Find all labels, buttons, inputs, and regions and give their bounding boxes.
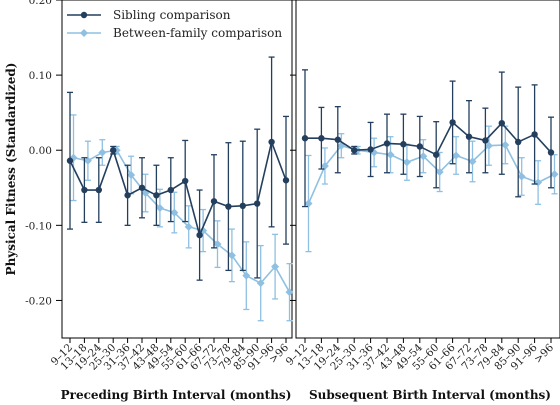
y-axis-title: Physical Fitness (Standardized) (4, 63, 18, 276)
data-point-sibling (167, 186, 174, 194)
data-point-between-family (550, 170, 559, 179)
data-point-between-family (386, 150, 395, 159)
data-point-sibling (282, 177, 290, 184)
data-point-sibling (182, 177, 189, 185)
legend-sibling-label: Sibling comparison (113, 8, 231, 22)
x-tick-label: >96 (532, 341, 556, 365)
y-tick-label: 0.20 (29, 0, 52, 7)
legend-between-marker (80, 29, 88, 37)
data-point-between-family (83, 156, 92, 165)
data-point-between-family (320, 161, 329, 170)
series-line-sibling (69, 139, 287, 238)
series-line-sibling (305, 121, 552, 156)
data-point-between-family (419, 152, 428, 161)
y-tick-label: -0.20 (25, 295, 52, 307)
data-point-sibling (334, 136, 341, 143)
data-point-between-family (534, 178, 543, 187)
data-point-sibling (400, 141, 407, 148)
y-tick-label: 0.00 (29, 145, 52, 157)
legend: Sibling comparison Between-family compar… (67, 8, 282, 40)
x-axis-title-preceding: Preceding Birth Interval (months) (61, 388, 292, 402)
data-point-between-family (98, 148, 107, 157)
data-point-sibling (531, 131, 538, 138)
data-point-sibling (95, 186, 103, 194)
data-point-between-family (402, 158, 411, 167)
x-axis-title-subsequent: Subsequent Birth Interval (months) (309, 388, 551, 402)
data-point-sibling (498, 119, 505, 127)
data-point-sibling (268, 138, 275, 146)
data-point-sibling (515, 138, 522, 146)
data-point-sibling (210, 198, 218, 205)
data-point-sibling (433, 151, 440, 158)
data-point-between-family (256, 279, 265, 288)
chart-marks (66, 56, 559, 322)
data-point-between-family (170, 208, 179, 217)
legend-between-label: Between-family comparison (113, 26, 282, 40)
data-point-sibling (138, 184, 146, 191)
data-point-sibling (225, 203, 232, 210)
chart-ticks: 0.200.100.00-0.10-0.209–1213–1819–2425–3… (25, 0, 556, 373)
data-point-between-family (127, 171, 136, 180)
data-point-between-family (227, 251, 236, 260)
right-panel-frame (295, 0, 560, 339)
data-point-sibling (239, 202, 246, 210)
data-point-sibling (416, 143, 423, 150)
data-point-sibling (254, 200, 261, 207)
data-point-between-family (271, 262, 280, 271)
series-line-between-family (73, 149, 291, 293)
data-point-between-family (484, 141, 493, 150)
data-point-sibling (482, 137, 489, 144)
y-tick-label: -0.10 (25, 220, 52, 232)
legend-sibling-marker (80, 11, 88, 19)
data-point-sibling (81, 186, 88, 194)
data-point-sibling (465, 133, 473, 140)
data-point-sibling (301, 135, 309, 142)
data-point-sibling (110, 147, 117, 154)
data-point-between-family (213, 240, 222, 249)
data-point-between-family (468, 157, 477, 166)
data-point-sibling (383, 140, 391, 147)
data-point-between-family (435, 168, 444, 177)
left-panel-frame (61, 0, 293, 339)
data-point-sibling (449, 119, 456, 126)
data-point-sibling (196, 231, 203, 239)
data-point-between-family (501, 140, 510, 149)
data-point-between-family (285, 288, 294, 297)
data-point-between-family (304, 199, 313, 208)
data-point-sibling (351, 147, 358, 154)
data-point-sibling (547, 149, 555, 156)
data-point-sibling (367, 146, 374, 153)
data-point-between-family (155, 204, 164, 213)
data-point-between-family (184, 222, 193, 231)
data-point-between-family (517, 172, 526, 181)
data-point-sibling (153, 192, 160, 199)
data-point-between-family (242, 271, 251, 280)
y-tick-label: 0.10 (29, 70, 52, 82)
data-point-sibling (66, 157, 74, 164)
data-point-between-family (452, 151, 461, 160)
data-point-sibling (124, 192, 131, 199)
data-point-sibling (318, 135, 325, 142)
